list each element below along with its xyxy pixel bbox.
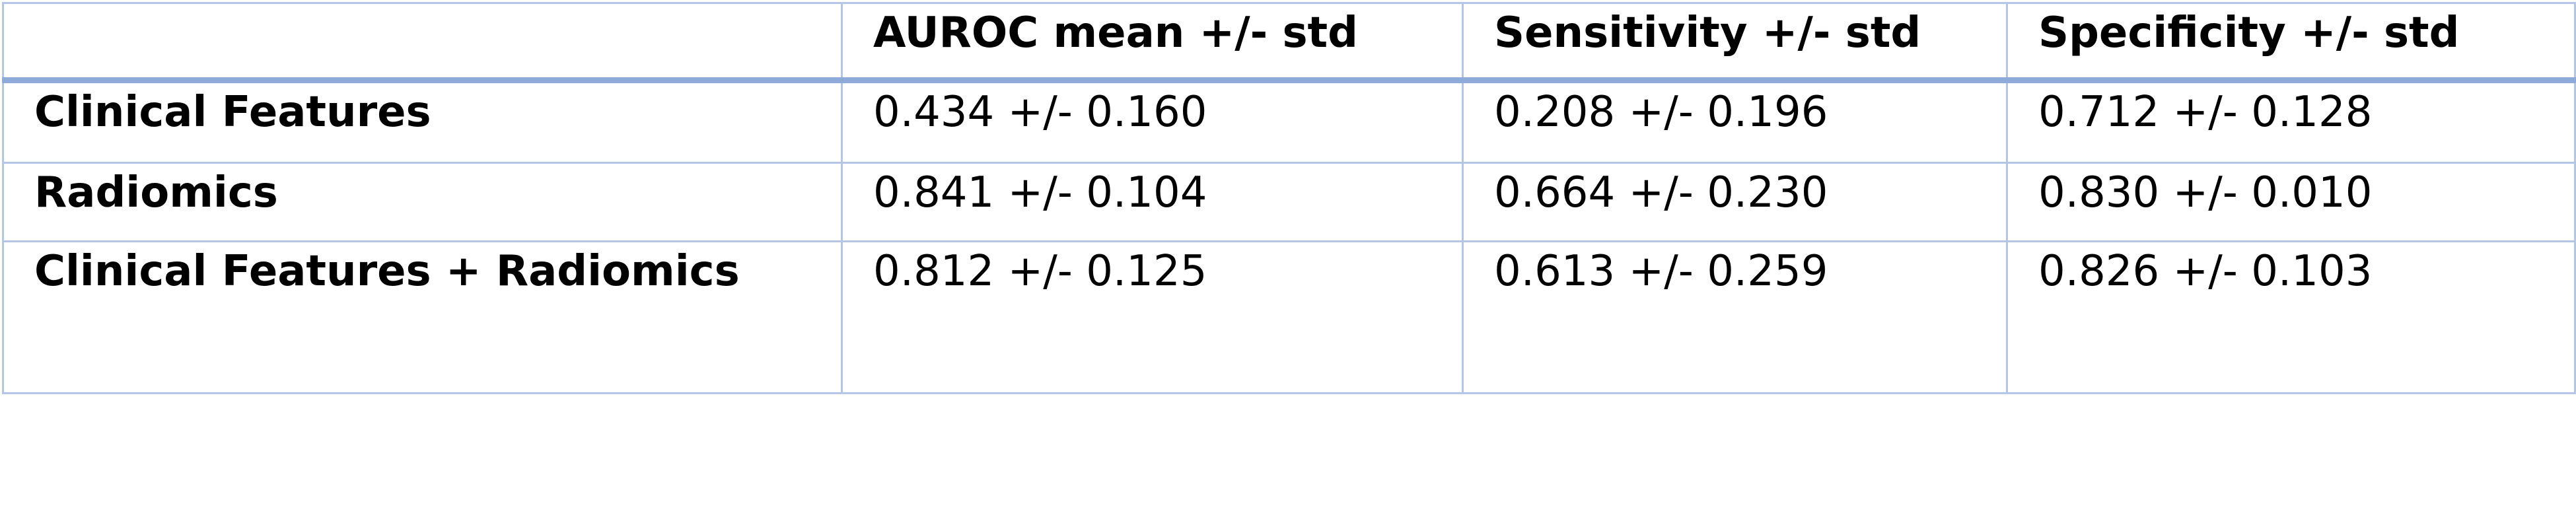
row-label: Radiomics bbox=[2, 162, 843, 242]
table-row: Radiomics 0.841 +/- 0.104 0.664 +/- 0.23… bbox=[2, 162, 2576, 242]
cell: 0.712 +/- 0.128 bbox=[2006, 79, 2576, 164]
column-header: AUROC mean +/- std bbox=[841, 2, 1464, 83]
cell: 0.613 +/- 0.259 bbox=[1462, 240, 2008, 394]
cell: 0.830 +/- 0.010 bbox=[2006, 162, 2576, 242]
table-row: Clinical Features + Radiomics 0.812 +/- … bbox=[2, 240, 2576, 394]
cell: 0.208 +/- 0.196 bbox=[1462, 79, 2008, 164]
cell: 0.434 +/- 0.160 bbox=[841, 79, 1464, 164]
corner-cell bbox=[2, 2, 843, 83]
header-row: AUROC mean +/- std Sensitivity +/- std S… bbox=[2, 2, 2576, 83]
cell: 0.841 +/- 0.104 bbox=[841, 162, 1464, 242]
cell: 0.664 +/- 0.230 bbox=[1462, 162, 2008, 242]
results-table: AUROC mean +/- std Sensitivity +/- std S… bbox=[2, 2, 2576, 394]
row-label: Clinical Features + Radiomics bbox=[2, 240, 843, 394]
table-row: Clinical Features 0.434 +/- 0.160 0.208 … bbox=[2, 79, 2576, 164]
row-label: Clinical Features bbox=[2, 79, 843, 164]
column-header: Specificity +/- std bbox=[2006, 2, 2576, 83]
cell: 0.826 +/- 0.103 bbox=[2006, 240, 2576, 394]
column-header: Sensitivity +/- std bbox=[1462, 2, 2008, 83]
cell: 0.812 +/- 0.125 bbox=[841, 240, 1464, 394]
